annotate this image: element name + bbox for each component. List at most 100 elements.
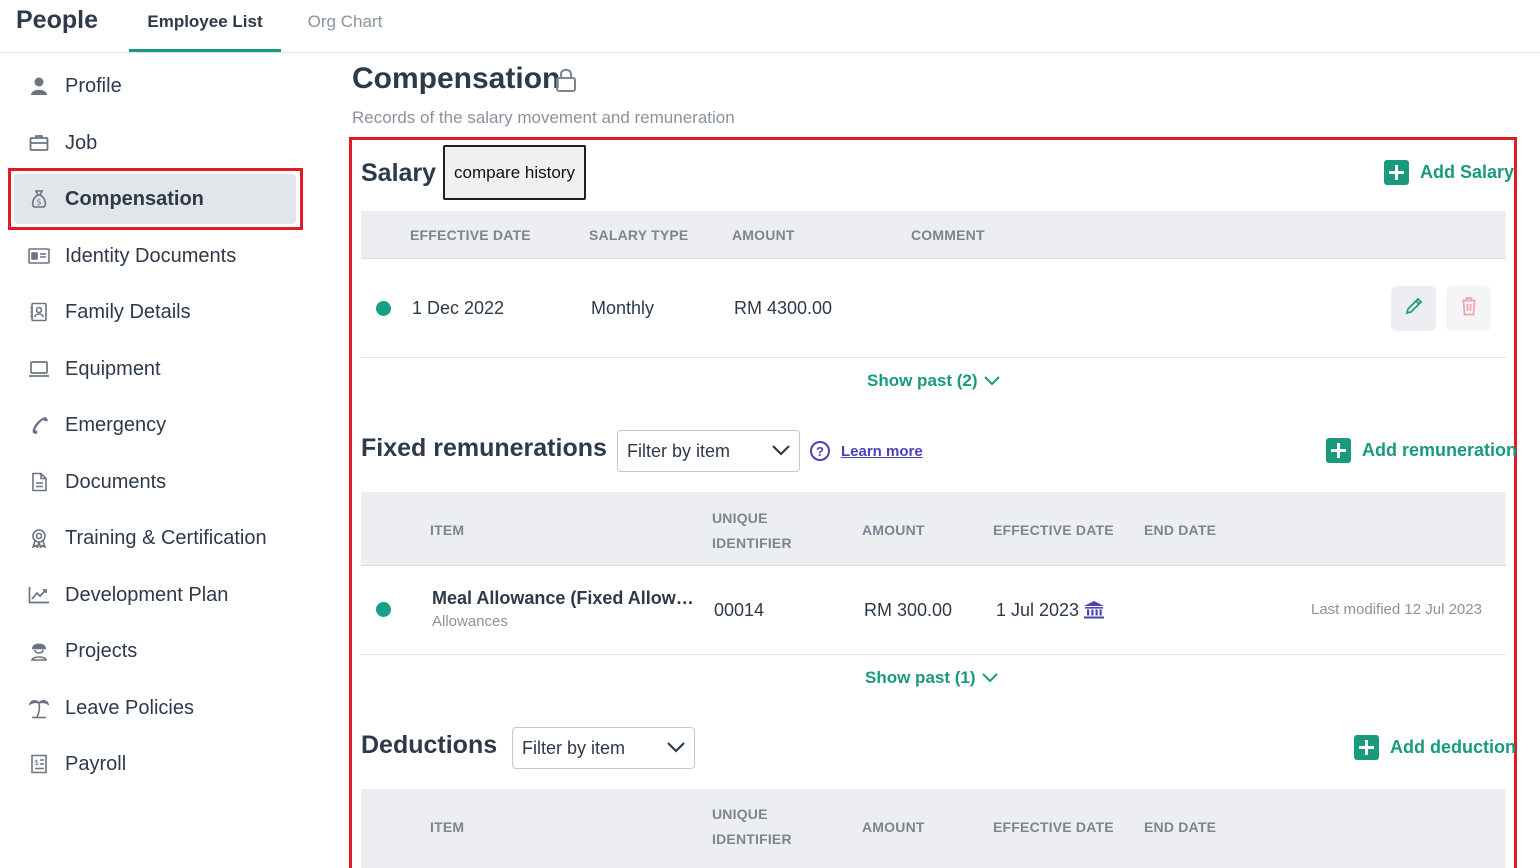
- laptop-icon: [28, 358, 50, 380]
- sidebar-item-family-details[interactable]: Family Details: [14, 287, 296, 337]
- salary-show-past-button[interactable]: Show past (2): [867, 371, 1000, 391]
- sidebar-item-label: Projects: [65, 639, 138, 662]
- cell-last-modified: Last modified 12 Jul 2023: [1311, 601, 1482, 618]
- add-salary-button[interactable]: Add Salary: [1384, 160, 1514, 185]
- cell-amount: RM 300.00: [864, 600, 953, 620]
- page-title: Compensation: [352, 62, 561, 95]
- sidebar-item-identity-documents[interactable]: Identity Documents: [14, 231, 296, 281]
- svg-text:$: $: [37, 198, 42, 207]
- chart-line-icon: [28, 584, 50, 606]
- sidebar-item-compensation[interactable]: $ Compensation: [14, 174, 296, 224]
- col-unique-identifier-line2: IDENTIFIER: [712, 831, 792, 847]
- page-subtitle: Records of the salary movement and remun…: [352, 108, 735, 127]
- help-icon: ?: [810, 441, 830, 461]
- col-effective-date: EFFECTIVE DATE: [410, 227, 531, 243]
- cell-effective-date: 1 Dec 2022: [412, 298, 505, 318]
- add-deduction-button[interactable]: Add deduction: [1354, 735, 1516, 760]
- table-row: Meal Allowance (Fixed Allow… Allowances …: [361, 566, 1506, 655]
- show-past-label: Show past (2): [867, 371, 978, 390]
- sidebar-item-training-certification[interactable]: Training & Certification: [14, 513, 296, 563]
- cell-item-category: Allowances: [432, 613, 508, 630]
- chevron-down-icon: [772, 445, 790, 456]
- col-salary-type: SALARY TYPE: [589, 227, 689, 243]
- remunerations-table-header: ITEM UNIQUE IDENTIFIER AMOUNT EFFECTIVE …: [361, 492, 1506, 566]
- col-unique-identifier-line1: UNIQUE: [712, 510, 768, 526]
- col-end-date: END DATE: [1144, 819, 1217, 835]
- sidebar-item-job[interactable]: Job: [14, 118, 296, 168]
- sidebar-item-emergency[interactable]: Emergency: [14, 400, 296, 450]
- delete-button[interactable]: [1446, 286, 1491, 331]
- add-deduction-label: Add deduction: [1390, 737, 1516, 757]
- money-bag-icon: $: [28, 188, 50, 210]
- sidebar-item-payroll[interactable]: $ Payroll: [14, 739, 296, 789]
- edit-button[interactable]: [1391, 286, 1436, 331]
- sidebar-item-documents[interactable]: Documents: [14, 457, 296, 507]
- col-unique-identifier-line2: IDENTIFIER: [712, 535, 792, 551]
- col-effective-date: EFFECTIVE DATE: [993, 819, 1114, 835]
- sidebar-item-label: Family Details: [65, 300, 191, 323]
- app-title: People: [16, 6, 98, 34]
- bank-icon: [1084, 601, 1104, 624]
- palm-tree-icon: [28, 697, 50, 719]
- add-remuneration-button[interactable]: Add remuneration: [1326, 438, 1517, 463]
- cell-amount: RM 4300.00: [734, 298, 833, 318]
- briefcase-icon: [28, 132, 50, 154]
- payslip-icon: $: [28, 753, 50, 775]
- pencil-icon: [1404, 296, 1424, 321]
- sidebar-highlight-box: [8, 168, 303, 230]
- trash-icon: [1460, 296, 1478, 321]
- svg-text:$: $: [34, 758, 39, 767]
- cell-salary-type: Monthly: [591, 298, 655, 318]
- learn-more-link[interactable]: ? Learn more: [810, 441, 923, 461]
- add-remuneration-label: Add remuneration: [1362, 440, 1518, 460]
- remunerations-section-title: Fixed remunerations: [361, 434, 607, 462]
- col-item: ITEM: [430, 522, 465, 538]
- show-past-label: Show past (1): [865, 668, 976, 687]
- remunerations-filter-select[interactable]: Filter by item: [617, 430, 800, 472]
- add-salary-label: Add Salary: [1420, 162, 1515, 182]
- sidebar-item-label: Emergency: [65, 413, 167, 436]
- sidebar-item-label: Payroll: [65, 752, 127, 775]
- lock-icon: [555, 67, 577, 98]
- col-unique-identifier-line1: UNIQUE: [712, 806, 768, 822]
- sidebar-item-leave-policies[interactable]: Leave Policies: [14, 683, 296, 733]
- status-dot: [376, 301, 391, 316]
- chevron-down-icon: [667, 742, 685, 753]
- col-amount: AMOUNT: [862, 819, 925, 835]
- tab-employee-list[interactable]: Employee List: [129, 0, 281, 52]
- sidebar-item-projects[interactable]: Projects: [14, 626, 296, 676]
- sidebar-item-equipment[interactable]: Equipment: [14, 344, 296, 394]
- sidebar-item-label: Job: [65, 131, 98, 154]
- sidebar-item-development-plan[interactable]: Development Plan: [14, 570, 296, 620]
- cell-effective-date: 1 Jul 2023: [996, 600, 1080, 620]
- table-row: 1 Dec 2022 Monthly RM 4300.00: [361, 259, 1506, 358]
- chevron-down-icon: [983, 376, 1000, 386]
- deductions-filter-select[interactable]: Filter by item: [512, 727, 695, 769]
- document-icon: [28, 471, 50, 493]
- sidebar-item-label: Development Plan: [65, 583, 229, 606]
- salary-section-title: Salary: [361, 159, 437, 187]
- tab-org-chart[interactable]: Org Chart: [307, 12, 383, 31]
- sidebar-item-profile[interactable]: Profile: [14, 61, 296, 111]
- plus-icon: [1384, 160, 1409, 185]
- sidebar-item-label: Profile: [65, 74, 122, 97]
- cell-unique-identifier: 00014: [714, 600, 765, 620]
- filter-placeholder: Filter by item: [522, 737, 626, 758]
- filter-placeholder: Filter by item: [627, 440, 731, 461]
- sidebar-item-label: Identity Documents: [65, 244, 237, 267]
- col-comment: COMMENT: [911, 227, 985, 243]
- col-amount: AMOUNT: [862, 522, 925, 538]
- col-item: ITEM: [430, 819, 465, 835]
- learn-more-label: Learn more: [841, 442, 923, 460]
- compare-history-button[interactable]: compare history: [443, 145, 586, 200]
- chevron-down-icon: [981, 673, 998, 683]
- remunerations-show-past-button[interactable]: Show past (1): [865, 668, 998, 688]
- salary-table-header: EFFECTIVE DATE SALARY TYPE AMOUNT COMMEN…: [361, 211, 1506, 259]
- col-effective-date: EFFECTIVE DATE: [993, 522, 1114, 538]
- status-dot: [376, 602, 391, 617]
- sidebar-item-label: Leave Policies: [65, 696, 194, 719]
- plus-icon: [1354, 735, 1379, 760]
- content-highlight-box: [349, 137, 1517, 868]
- sidebar-item-label: Compensation: [65, 187, 204, 210]
- person-icon: [28, 75, 50, 97]
